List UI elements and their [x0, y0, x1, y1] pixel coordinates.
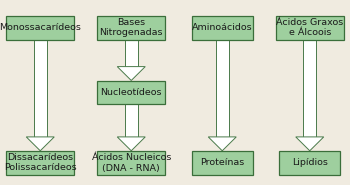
- Bar: [303, 40, 316, 137]
- Text: Ácidos Graxos
e Álcoois: Ácidos Graxos e Álcoois: [276, 18, 343, 37]
- Polygon shape: [26, 137, 54, 151]
- Text: Aminoácidos: Aminoácidos: [192, 23, 253, 32]
- Text: Bases
Nitrogenadas: Bases Nitrogenadas: [99, 18, 163, 37]
- Bar: [216, 40, 229, 137]
- Text: Monossacarídeos: Monossacarídeos: [0, 23, 81, 32]
- Text: Ácidos Nucleicos
(DNA - RNA): Ácidos Nucleicos (DNA - RNA): [92, 153, 171, 172]
- Bar: [192, 16, 253, 40]
- Bar: [125, 40, 138, 67]
- Bar: [6, 151, 74, 175]
- Polygon shape: [208, 137, 236, 151]
- Bar: [97, 81, 165, 104]
- Bar: [125, 104, 138, 137]
- Polygon shape: [296, 137, 324, 151]
- Bar: [97, 16, 165, 40]
- Polygon shape: [117, 137, 145, 151]
- Polygon shape: [117, 67, 145, 80]
- Text: Lipídios: Lipídios: [292, 158, 328, 167]
- Text: Proteínas: Proteínas: [200, 158, 244, 167]
- Text: Dissacarídeos
Polissacarídeos: Dissacarídeos Polissacarídeos: [4, 153, 77, 172]
- Bar: [34, 40, 47, 137]
- Bar: [6, 16, 74, 40]
- Bar: [276, 16, 344, 40]
- Bar: [192, 151, 253, 175]
- Bar: [97, 151, 165, 175]
- Text: Nucleotídeos: Nucleotídeos: [100, 88, 162, 97]
- Bar: [279, 151, 340, 175]
